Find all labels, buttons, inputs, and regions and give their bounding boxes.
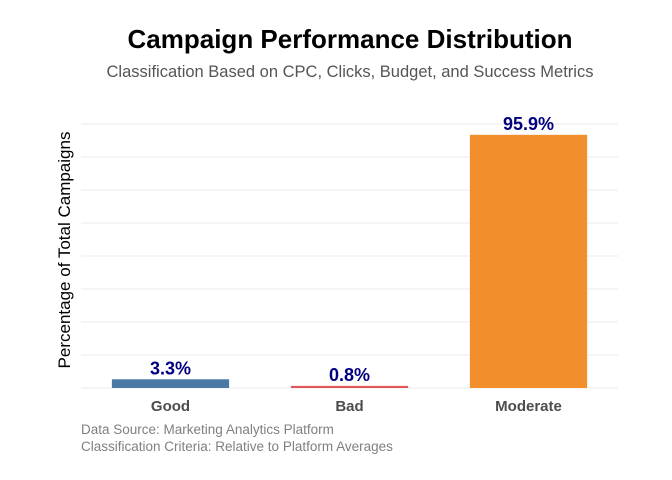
y-axis-label: Percentage of Total Campaigns — [55, 132, 74, 369]
x-tick-moderate: Moderate — [495, 398, 562, 415]
chart-title: Campaign Performance Distribution — [128, 24, 573, 54]
x-tick-good: Good — [151, 398, 190, 415]
caption-line-1: Data Source: Marketing Analytics Platfor… — [81, 422, 334, 437]
data-labels: 3.3% 0.8% 95.9% — [150, 114, 554, 385]
data-label-bad: 0.8% — [329, 365, 370, 385]
caption-line-2: Classification Criteria: Relative to Pla… — [81, 439, 393, 454]
bars — [111, 134, 588, 388]
x-tick-bad: Bad — [335, 398, 363, 415]
bar-bad — [290, 385, 409, 388]
x-tick-labels: Good Bad Moderate — [151, 398, 562, 415]
data-label-good: 3.3% — [150, 358, 191, 378]
data-label-moderate: 95.9% — [503, 114, 554, 134]
bar-good — [111, 379, 230, 388]
gridlines — [81, 123, 618, 389]
bar-moderate — [469, 134, 588, 388]
chart-subtitle: Classification Based on CPC, Clicks, Bud… — [107, 63, 594, 81]
